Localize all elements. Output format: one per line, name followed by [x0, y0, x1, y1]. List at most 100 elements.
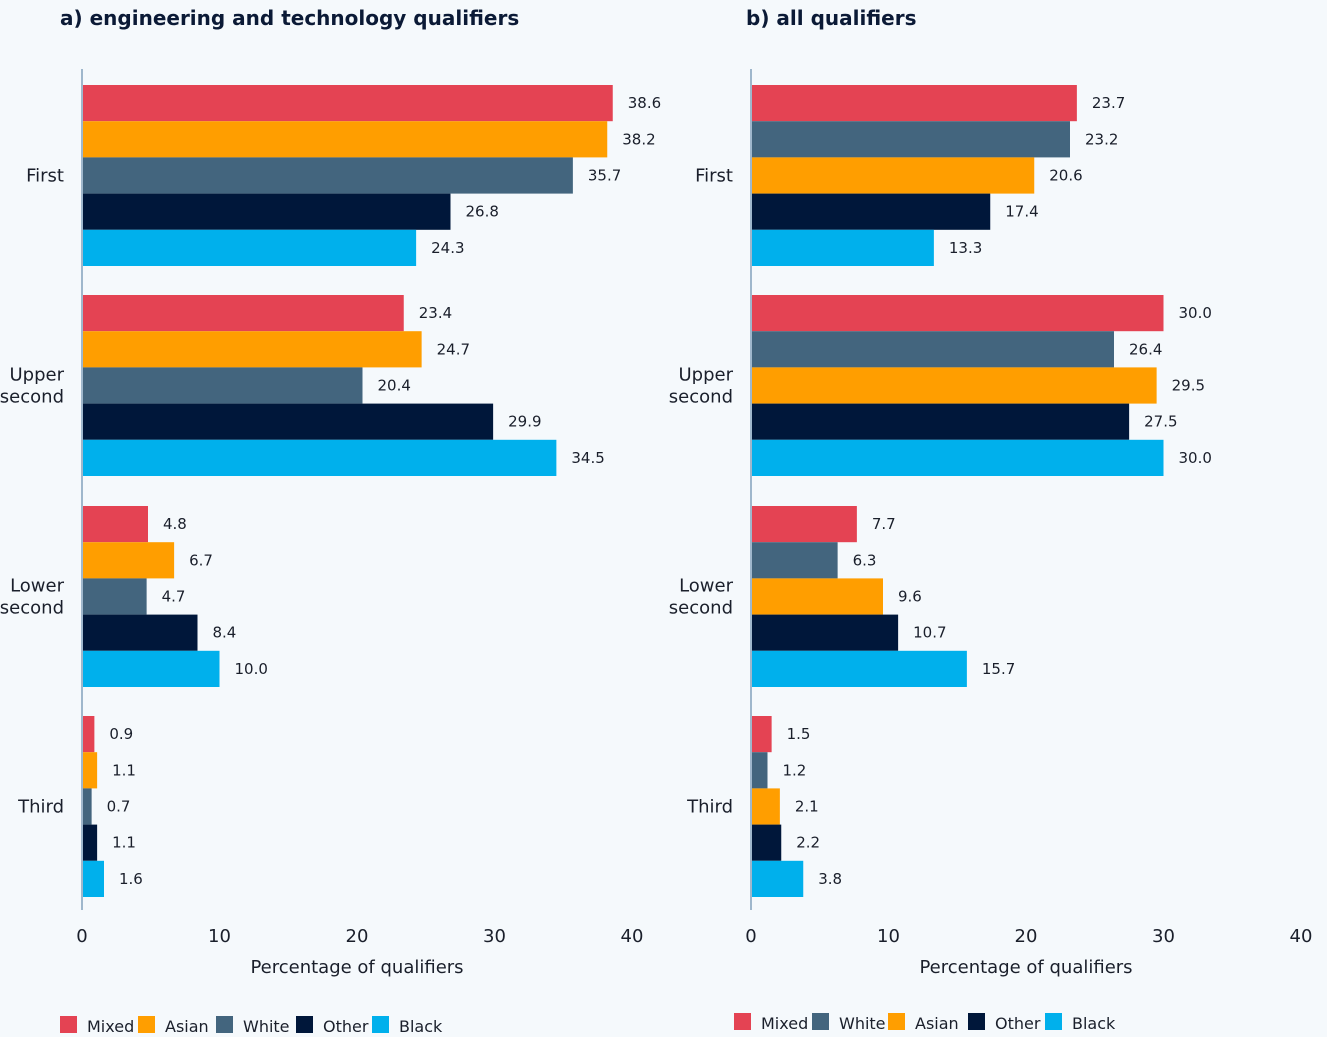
- legend-label: Asian: [915, 1014, 959, 1033]
- bar-white-2: [82, 578, 147, 615]
- value-label: 0.9: [109, 725, 133, 743]
- x-tick-label: 0: [745, 926, 756, 947]
- category-label: second: [669, 387, 733, 408]
- legend-swatch: [812, 1013, 829, 1030]
- legend-label: Mixed: [87, 1017, 134, 1036]
- bar-black-0: [82, 229, 417, 266]
- legend-swatch: [216, 1016, 233, 1033]
- bar-black-2: [82, 650, 220, 687]
- bar-asian-0: [82, 121, 608, 158]
- value-label: 10.0: [235, 660, 268, 678]
- bar-asian-2: [751, 578, 883, 615]
- x-tick-label: 30: [1152, 926, 1175, 947]
- value-label: 23.4: [419, 304, 452, 322]
- legend-swatch: [888, 1013, 905, 1030]
- legend-label: White: [839, 1014, 886, 1033]
- value-label: 23.2: [1085, 130, 1118, 148]
- bar-mixed-2: [751, 506, 857, 543]
- x-tick-label: 40: [621, 926, 644, 947]
- bar-asian-3: [82, 752, 98, 789]
- bar-other-1: [751, 403, 1130, 440]
- bar-mixed-3: [82, 716, 95, 753]
- x-axis-label: Percentage of qualifiers: [919, 957, 1132, 978]
- legend-swatch: [296, 1016, 313, 1033]
- bar-white-0: [82, 157, 573, 194]
- value-label: 6.3: [853, 551, 877, 569]
- legend: Mixed Asian White Other Black: [60, 1016, 443, 1036]
- value-label: 26.4: [1129, 340, 1162, 358]
- value-label: 13.3: [949, 239, 982, 257]
- x-tick-label: 0: [76, 926, 87, 947]
- x-tick-label: 40: [1290, 926, 1313, 947]
- value-label: 30.0: [1179, 449, 1212, 467]
- legend-label: Other: [323, 1017, 369, 1036]
- value-label: 10.7: [913, 624, 946, 642]
- category-label: Lower: [679, 576, 734, 597]
- bar-asian-2: [82, 542, 175, 579]
- legend-swatch: [60, 1016, 77, 1033]
- bar-other-1: [82, 403, 494, 440]
- bar-other-3: [751, 824, 782, 861]
- bar-black-0: [751, 229, 934, 266]
- value-label: 7.7: [872, 515, 896, 533]
- bar-other-3: [82, 824, 98, 861]
- bar-white-1: [751, 331, 1114, 368]
- bar-white-2: [751, 542, 838, 579]
- category-label: Third: [17, 797, 64, 818]
- category-label: Upper: [678, 365, 733, 386]
- category-label: Third: [686, 797, 733, 818]
- chart-a: 38.6 23.4 4.8 0.9 38.2 24.7 6.7 1.1 35.7 20.4 4.7 0…: [0, 69, 661, 1036]
- value-label: 2.1: [795, 798, 819, 816]
- value-label: 2.2: [796, 834, 820, 852]
- bar-asian-1: [751, 367, 1157, 404]
- value-label: 24.7: [437, 340, 470, 358]
- value-label: 20.6: [1049, 167, 1082, 185]
- category-label: second: [0, 387, 64, 408]
- value-label: 1.6: [119, 870, 143, 888]
- bar-asian-3: [751, 788, 780, 825]
- legend-swatch: [968, 1013, 985, 1030]
- legend: Mixed White Asian Other Black: [734, 1013, 1116, 1033]
- category-label: Lower: [10, 576, 65, 597]
- bar-other-0: [82, 193, 451, 230]
- value-label: 38.2: [622, 130, 655, 148]
- chart-b-title: b) all qualifiers: [746, 6, 917, 30]
- bar-mixed-1: [751, 295, 1164, 332]
- bar-other-2: [82, 614, 198, 651]
- value-label: 23.7: [1092, 94, 1125, 112]
- value-label: 17.4: [1005, 203, 1038, 221]
- legend-swatch: [1045, 1013, 1062, 1030]
- value-label: 1.1: [112, 834, 136, 852]
- bar-white-1: [82, 367, 363, 404]
- bar-black-1: [751, 439, 1164, 476]
- bar-mixed-0: [751, 85, 1077, 122]
- bar-black-3: [82, 860, 104, 897]
- x-tick-label: 10: [208, 926, 231, 947]
- value-label: 20.4: [378, 377, 411, 395]
- bar-mixed-3: [751, 716, 772, 753]
- value-label: 6.7: [189, 551, 213, 569]
- value-label: 30.0: [1179, 304, 1212, 322]
- value-label: 24.3: [431, 239, 464, 257]
- value-label: 15.7: [982, 660, 1015, 678]
- legend-label: White: [243, 1017, 290, 1036]
- x-tick-label: 10: [877, 926, 900, 947]
- chart-b: 23.7 30.0 7.7 1.5 23.2 26.4 6.3 1.2 20.6 29.5 9.6 2…: [669, 69, 1313, 1033]
- bar-white-3: [751, 752, 768, 789]
- legend-label: Other: [995, 1014, 1041, 1033]
- value-label: 8.4: [213, 624, 237, 642]
- bar-other-2: [751, 614, 899, 651]
- value-label: 1.1: [112, 761, 136, 779]
- value-label: 1.5: [787, 725, 811, 743]
- value-label: 0.7: [107, 798, 131, 816]
- category-label: First: [695, 166, 733, 187]
- bar-black-3: [751, 860, 804, 897]
- value-label: 4.8: [163, 515, 187, 533]
- bar-black-1: [82, 439, 557, 476]
- legend-swatch: [372, 1016, 389, 1033]
- chart-a-title: a) engineering and technology qualifiers: [60, 6, 520, 30]
- bar-white-0: [751, 121, 1070, 158]
- value-label: 3.8: [818, 870, 842, 888]
- x-axis-label: Percentage of qualifiers: [250, 957, 463, 978]
